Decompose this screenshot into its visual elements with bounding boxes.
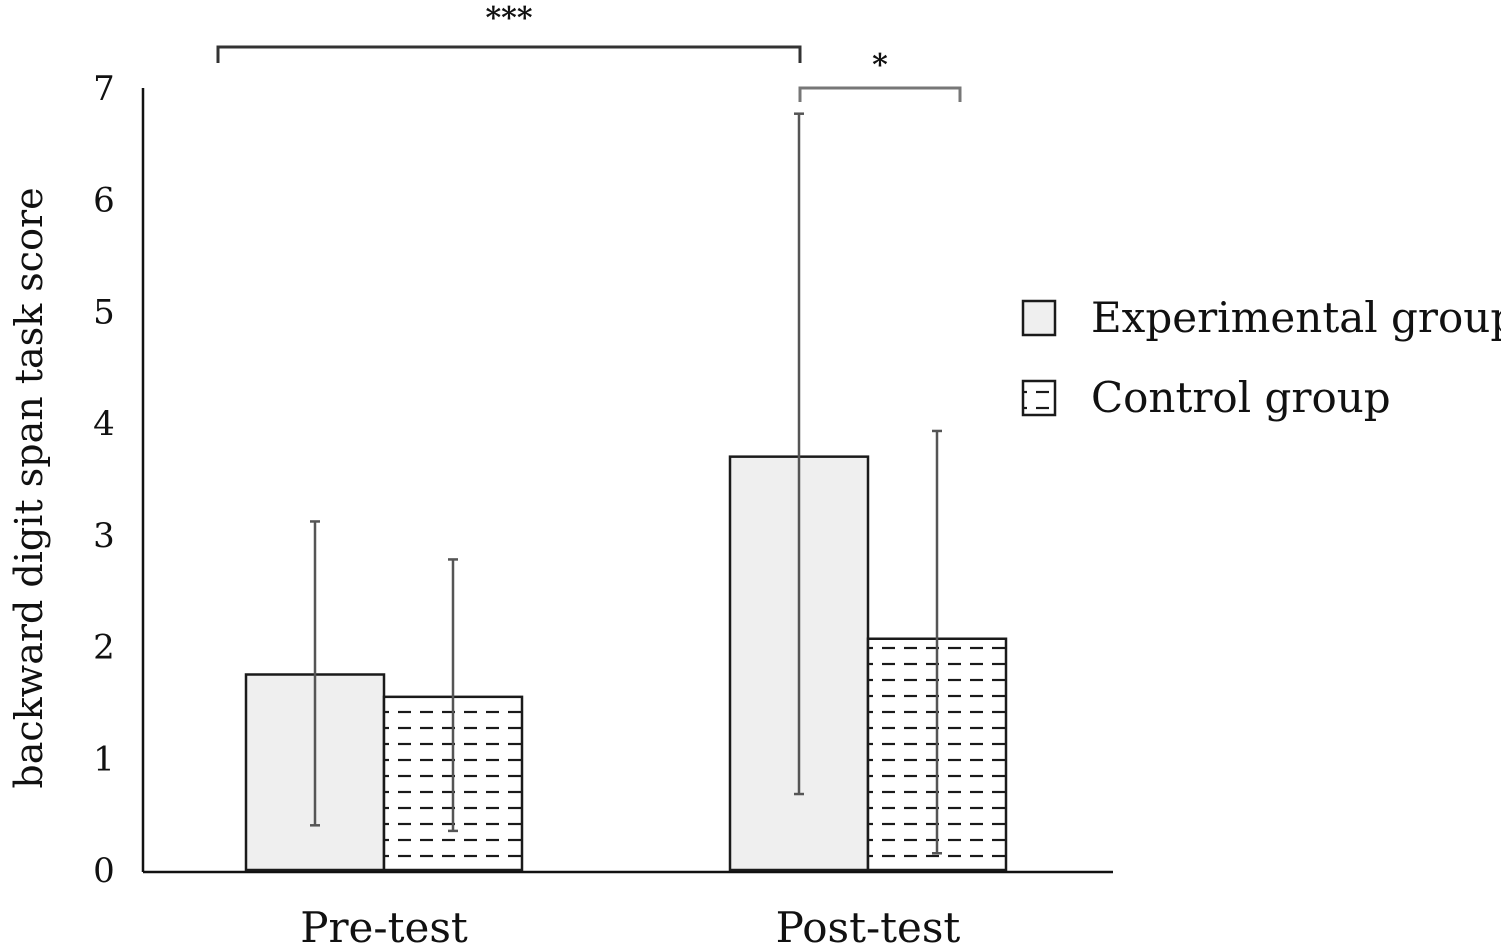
significance-label: *** [485,1,532,36]
x-category-label: Post-test [776,903,961,948]
y-tick-label: 6 [93,181,115,221]
plot-area: **** [141,1,1113,874]
significance-bracket-line [798,86,962,102]
legend-label: Experimental group [1091,293,1501,342]
significance-bracket: * [798,48,962,102]
y-tick-label: 7 [93,69,115,109]
error-bar [794,112,804,796]
y-tick-label: 0 [93,851,115,891]
error-bar [448,558,458,833]
y-axis-title: backward digit span task score [7,187,51,788]
error-bar [932,429,942,855]
labels: backward digit span task score 0 1 2 3 4 5 6 7 P… [7,69,960,948]
y-tick-label: 3 [93,516,115,556]
significance-label: * [872,48,888,83]
y-tick-label: 1 [93,739,115,779]
legend: Experimental group Control group [1021,293,1501,422]
significance-bracket-line [216,45,802,63]
significance-bracket: *** [216,1,802,63]
legend-item: Control group [1021,373,1391,422]
error-bar [310,520,320,827]
legend-label: Control group [1091,373,1391,422]
y-tick-label: 4 [93,404,115,444]
legend-item: Experimental group [1021,293,1501,342]
legend-swatch [1021,379,1057,417]
legend-swatch [1021,299,1057,337]
y-tick-label: 2 [93,628,115,668]
y-tick-label: 5 [93,292,115,332]
x-category-label: Pre-test [300,903,468,948]
